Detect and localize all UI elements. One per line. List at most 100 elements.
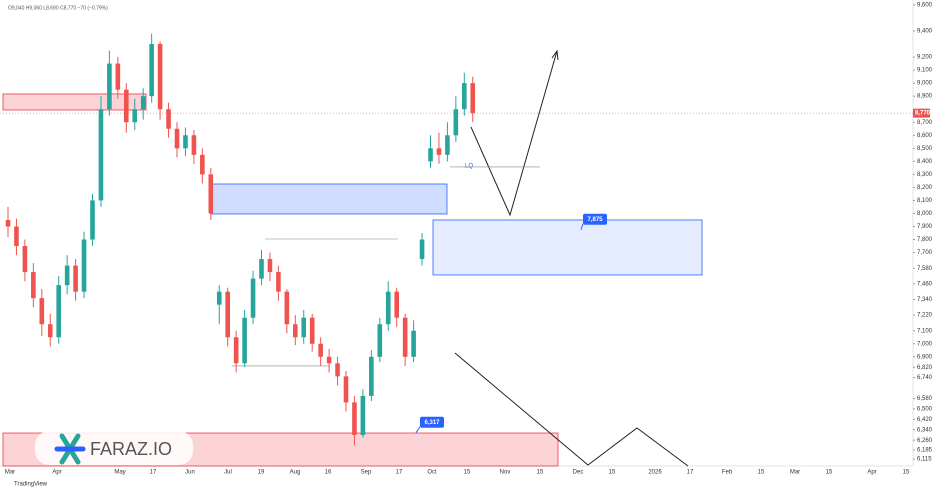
y-tick-label: 6,260 bbox=[917, 438, 933, 444]
x-tick-label: 15 bbox=[609, 470, 616, 476]
y-tick-label: 8,600 bbox=[917, 133, 933, 139]
y-tick-label: 8,100 bbox=[917, 198, 933, 204]
candle-body bbox=[216, 291, 222, 305]
y-tick-label: 7,460 bbox=[917, 281, 933, 287]
x-tick-label: Mar bbox=[5, 470, 15, 476]
y-tick-label: 7,100 bbox=[917, 328, 933, 334]
y-tick-label: 8,000 bbox=[917, 211, 933, 217]
candle-body bbox=[183, 135, 188, 149]
x-tick-label: Sep bbox=[361, 470, 372, 476]
candles bbox=[5, 33, 476, 446]
candle-body bbox=[242, 317, 247, 364]
x-tick-label: Aug bbox=[290, 470, 301, 476]
last-price-tag bbox=[913, 108, 930, 118]
candle-body bbox=[107, 63, 112, 110]
y-tick-label: 7,700 bbox=[917, 250, 933, 256]
candle-body bbox=[309, 317, 315, 344]
candle-body bbox=[343, 376, 349, 403]
y-tick-label: 6,580 bbox=[917, 396, 933, 402]
y-tick-label: 9,100 bbox=[917, 68, 933, 74]
candle-body bbox=[149, 44, 154, 97]
candle-body bbox=[39, 298, 45, 325]
candle-body bbox=[360, 395, 366, 435]
candle-body bbox=[233, 337, 239, 364]
projection-down bbox=[454, 352, 689, 467]
y-tick-label: 8,500 bbox=[917, 146, 933, 152]
y-tick-label: 6,340 bbox=[917, 427, 933, 433]
candle-body bbox=[267, 259, 273, 273]
candle-body bbox=[394, 291, 399, 318]
candle-body bbox=[208, 174, 214, 214]
candle-body bbox=[225, 291, 230, 338]
candle-body bbox=[445, 135, 450, 155]
candle-body bbox=[22, 246, 28, 273]
callout-label: 7,875 bbox=[587, 217, 603, 223]
y-tick-label: 7,580 bbox=[917, 266, 933, 272]
candle-body bbox=[5, 219, 11, 227]
x-tick-label: Mar bbox=[790, 470, 800, 476]
y-tick-label: 6,740 bbox=[917, 375, 933, 381]
candle-body bbox=[470, 83, 476, 114]
last-price-label: 8,770 bbox=[915, 111, 931, 117]
candle-body bbox=[284, 291, 290, 325]
x-tick-label: Apr bbox=[867, 470, 876, 476]
candle-body bbox=[436, 148, 442, 155]
y-tick-label: 8,300 bbox=[917, 172, 933, 178]
x-tick-label: 15 bbox=[758, 470, 765, 476]
candle-body bbox=[352, 402, 357, 435]
watermark-logo bbox=[54, 433, 86, 465]
candle-body bbox=[377, 324, 383, 357]
y-tick-label: 6,500 bbox=[917, 407, 933, 413]
x-tick-label: Jul bbox=[224, 470, 232, 476]
candle-body bbox=[369, 356, 374, 396]
callout-label: 6,317 bbox=[424, 420, 440, 426]
y-tick-label: 6,420 bbox=[917, 417, 933, 423]
candle-body bbox=[419, 239, 425, 260]
y-tick-label: 7,800 bbox=[917, 237, 933, 243]
callout-box bbox=[420, 416, 444, 428]
y-tick-label: 7,900 bbox=[917, 224, 933, 230]
candle-body bbox=[124, 89, 129, 123]
axes: 9,600 9,400 9,200 9,100 9,000 8,900 8,700 8,600… bbox=[5, 3, 933, 476]
candle-body bbox=[47, 324, 53, 338]
x-tick-label: 17 bbox=[150, 470, 157, 476]
candle-body bbox=[411, 330, 416, 357]
candle-body bbox=[174, 128, 180, 149]
candle-body bbox=[259, 259, 264, 279]
callout-pointer bbox=[415, 426, 421, 434]
x-tick-label: 15 bbox=[464, 470, 471, 476]
y-tick-label: 6,185 bbox=[917, 448, 933, 454]
candle-body bbox=[402, 317, 408, 357]
candle-body bbox=[462, 83, 467, 110]
x-tick-label: 15 bbox=[537, 470, 544, 476]
candle-body bbox=[385, 291, 391, 325]
x-tick-label: 15 bbox=[826, 470, 833, 476]
candle-body bbox=[115, 63, 121, 90]
footer: TradingView bbox=[14, 482, 48, 488]
x-tick-label: Jun bbox=[185, 470, 195, 476]
candle-body bbox=[73, 265, 78, 292]
y-tick-label: 8,900 bbox=[917, 94, 933, 100]
candle-body bbox=[293, 324, 298, 338]
x-tick-label: Nov bbox=[500, 470, 511, 476]
y-tick-label: 9,600 bbox=[917, 3, 933, 9]
x-tick-label: 17 bbox=[396, 470, 403, 476]
y-tick-label: 9,400 bbox=[917, 29, 933, 35]
candle-body bbox=[453, 109, 459, 136]
callout-box bbox=[583, 213, 607, 225]
x-tick-label: 2026 bbox=[648, 470, 662, 476]
candle-body bbox=[98, 109, 104, 201]
candle-body bbox=[301, 317, 307, 338]
candle-body bbox=[250, 278, 256, 318]
x-tick-label: Feb bbox=[722, 470, 733, 476]
x-tick-label: 17 bbox=[687, 470, 694, 476]
zone bbox=[210, 183, 448, 215]
candle-body bbox=[428, 148, 433, 162]
x-tick-label: Dec bbox=[573, 470, 584, 476]
candle-body bbox=[200, 154, 205, 175]
candle-body bbox=[81, 239, 87, 292]
y-tick-label: 6,820 bbox=[917, 365, 933, 371]
candle-body bbox=[326, 356, 332, 364]
x-tick-label: 15 bbox=[903, 470, 910, 476]
x-tick-label: Apr bbox=[52, 470, 61, 476]
